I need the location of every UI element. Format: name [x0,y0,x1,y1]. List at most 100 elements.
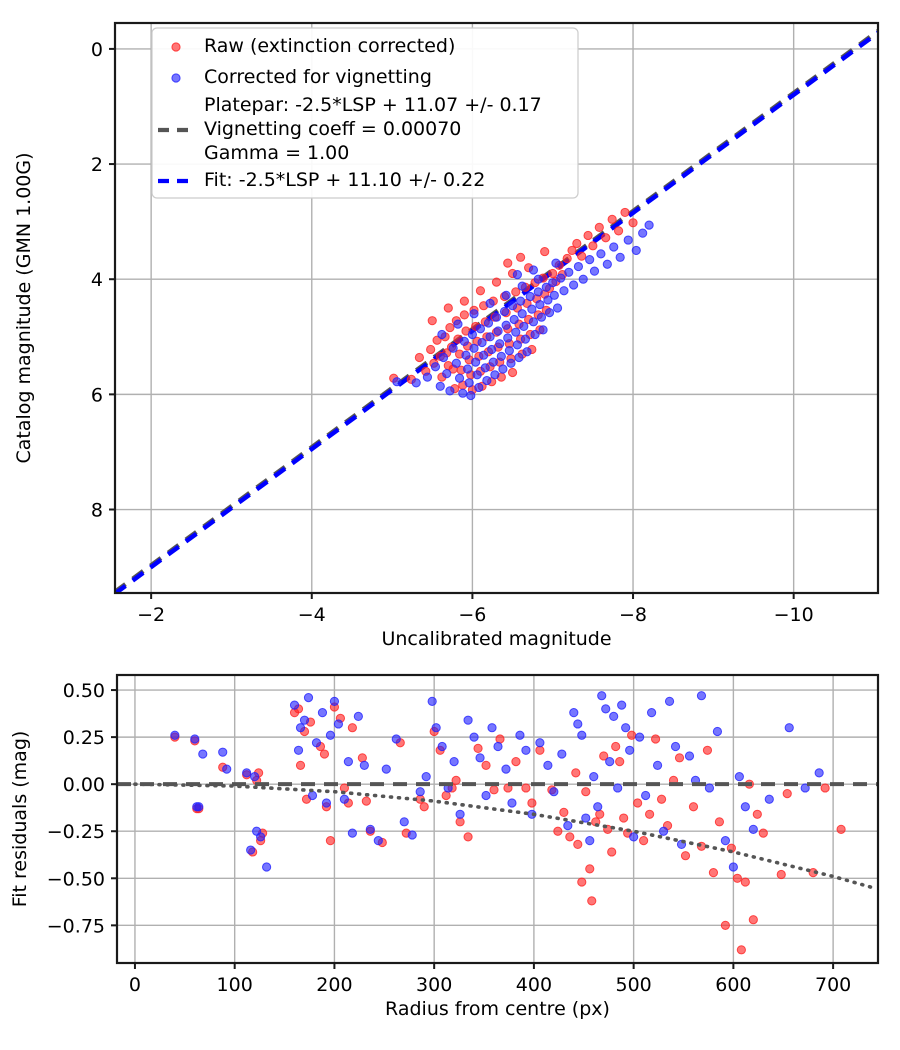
residual-point [421,772,431,782]
residual-point [696,691,707,701]
data-point [448,343,458,353]
bottom-xaxis-label: Radius from centre (px) [385,998,610,1020]
data-point [528,317,539,327]
residual-point [820,783,830,793]
residual-point [321,798,332,808]
data-point [517,309,527,319]
x-tick-label: 500 [616,974,652,996]
data-point [509,314,519,325]
residual-point [577,730,587,740]
residual-point [242,768,252,778]
residual-point [431,723,441,733]
data-point [631,245,641,256]
residual-point [521,783,531,793]
residual-point [650,734,661,744]
y-tick-label: −0.75 [47,915,105,937]
data-point [577,251,587,261]
residual-point [629,832,639,842]
data-point [538,325,548,335]
data-point [501,290,511,300]
residual-point [415,787,425,797]
residual-point [339,794,350,804]
residual-point [469,732,479,742]
data-point [503,258,513,268]
bottom-axes-frame [115,673,880,965]
residual-series [170,702,846,955]
data-point [466,390,476,401]
residual-point [670,741,681,752]
data-point [437,329,447,340]
data-point [548,278,558,288]
residual-point [515,730,525,740]
data-point [588,241,598,251]
residual-point [607,847,617,857]
data-point [540,246,550,257]
data-point [498,364,508,374]
residual-point [256,832,266,842]
residual-point [353,711,363,722]
data-point [474,382,484,393]
vignetting-curve [133,782,875,890]
data-point [607,214,617,224]
data-point [464,378,474,388]
x-tick-label: 300 [416,974,452,996]
data-point [615,252,625,262]
residual-point [289,700,300,710]
residual-point [573,719,583,729]
x-tick-label: 400 [516,974,552,996]
residual-point [455,817,465,827]
data-point [564,267,574,277]
residual-point [764,794,774,804]
residual-point [599,751,609,761]
residual-point [250,772,260,782]
data-point [459,336,469,346]
residual-point [501,764,511,774]
residual-point [487,723,497,733]
residual-point [543,760,553,770]
data-point [578,274,588,284]
y-tick-label: 0 [91,39,103,61]
data-point [493,326,503,336]
data-point [414,352,424,363]
data-point [623,235,633,245]
data-point [461,350,471,360]
residual-point [688,802,699,812]
residual-point [475,753,485,763]
data-point [601,233,611,243]
data-point [443,303,453,313]
residual-point [645,809,655,819]
data-point [583,230,593,241]
data-point [511,327,521,337]
residual-point [399,817,409,827]
residual-point [680,851,691,861]
residual-point [441,790,451,801]
data-point [454,373,465,383]
data-point [495,339,505,349]
data-point [528,265,539,275]
data-point [628,218,638,228]
data-point [422,372,433,382]
residual-point [451,775,461,786]
data-point [451,358,461,368]
residual-point [585,836,595,846]
x-tick-label: 0 [129,974,141,996]
residual-point [595,809,605,819]
residual-point [625,745,635,755]
data-point [530,329,540,340]
residuals-panel: 0 100 200 300 400 500 600 700 0.50 0.25 0.00 −0.25 −… [9,673,880,1020]
residual-point [427,696,437,706]
residual-point [720,920,731,930]
residual-point [752,809,762,819]
y-tick-label: −0.25 [47,821,105,843]
data-point [552,303,563,313]
y-tick-label: 6 [91,384,103,406]
residual-point [317,708,328,718]
residual-point [609,711,619,722]
y-tick-label: −0.50 [47,868,105,890]
residual-point [836,824,846,834]
residual-point [621,723,631,733]
residual-point [573,839,583,850]
residual-point [407,830,417,840]
x-tick-label: 600 [715,974,751,996]
residual-point [365,824,375,834]
